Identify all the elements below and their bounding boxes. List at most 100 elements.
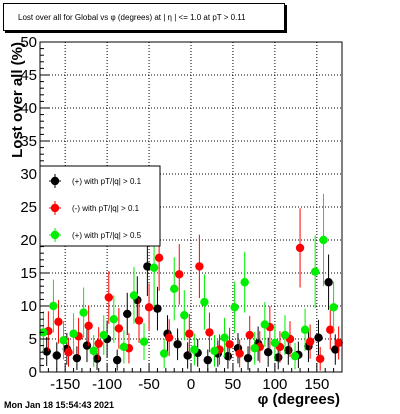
- y-tick-label: 20: [20, 232, 37, 249]
- chart-title: Lost over all for Global vs φ (degrees) …: [18, 13, 246, 22]
- x-tick-label: 100: [262, 376, 287, 393]
- data-point: [210, 346, 219, 356]
- y-axis-title: Lost over all (%): [9, 42, 26, 158]
- y-tick-label: 45: [20, 67, 37, 84]
- legend-label: (-) with pT/|q| > 0.1: [72, 204, 140, 213]
- legend-marker: [50, 176, 60, 186]
- x-tick-label: -50: [138, 376, 160, 393]
- x-tick-label: -100: [92, 376, 122, 393]
- data-point: [315, 354, 325, 363]
- x-axis-title: φ (degrees): [258, 391, 340, 408]
- data-point: [245, 330, 254, 340]
- y-tick-label: 30: [20, 166, 37, 183]
- legend-label: (+) with pT/|q| > 0.5: [72, 231, 142, 240]
- data-point: [54, 317, 63, 327]
- data-point: [82, 341, 92, 350]
- data-point: [243, 353, 253, 363]
- data-point: [326, 325, 335, 334]
- data-point: [64, 348, 73, 357]
- data-point: [109, 315, 119, 324]
- data-point: [153, 304, 162, 313]
- data-point: [314, 333, 323, 342]
- data-point: [134, 316, 144, 325]
- data-point: [180, 311, 189, 320]
- data-point: [149, 263, 159, 272]
- data-point: [154, 253, 164, 263]
- data-point: [99, 330, 108, 340]
- data-point: [203, 355, 212, 365]
- data-point: [334, 338, 343, 348]
- data-point: [89, 346, 98, 356]
- series-layer: [39, 193, 343, 371]
- data-point: [159, 349, 169, 358]
- data-point: [114, 324, 124, 333]
- data-point: [263, 348, 273, 357]
- legend-label: (+) with pT/|q| > 0.1: [72, 177, 142, 186]
- data-point: [173, 340, 182, 349]
- legend: (+) with pT/|q| > 0.1 (-) with pT/|q| > 0…: [39, 165, 161, 247]
- series-2: [44, 208, 343, 371]
- y-tick-label: 0: [29, 364, 37, 381]
- legend-box: [39, 165, 161, 247]
- timestamp: Mon Jan 18 15:54:43 2021: [4, 400, 115, 410]
- data-point: [170, 284, 179, 294]
- x-tick-label: 0: [187, 376, 195, 393]
- x-tick-label: -150: [50, 376, 80, 393]
- data-point: [235, 349, 244, 358]
- data-point: [240, 278, 249, 287]
- data-point: [139, 337, 149, 346]
- data-point: [305, 337, 315, 346]
- data-point: [329, 303, 338, 312]
- data-point: [195, 262, 204, 271]
- data-point: [200, 297, 209, 307]
- y-tick-label: 5: [29, 331, 37, 348]
- data-point: [205, 328, 214, 337]
- data-point: [319, 235, 328, 245]
- data-point: [129, 291, 139, 300]
- data-point: [144, 303, 154, 312]
- data-point: [52, 351, 61, 360]
- data-point: [94, 339, 103, 348]
- data-point: [123, 309, 132, 319]
- data-point: [104, 293, 113, 302]
- data-point: [119, 342, 129, 352]
- y-tick-label: 40: [20, 100, 37, 117]
- data-point: [260, 320, 270, 329]
- data-point: [112, 355, 122, 365]
- y-tick-label: 25: [20, 199, 37, 216]
- data-point: [190, 345, 199, 354]
- y-tick-label: 15: [20, 265, 37, 282]
- data-point: [295, 243, 305, 253]
- y-tick-label: 35: [20, 133, 37, 150]
- data-point: [79, 308, 88, 317]
- x-tick-label: 150: [304, 376, 329, 393]
- data-point: [220, 333, 229, 342]
- data-point: [84, 321, 93, 330]
- chart-title-box: Lost over all for Global vs φ (degrees) …: [3, 3, 285, 31]
- data-point: [183, 351, 192, 360]
- data-point: [69, 329, 78, 338]
- data-point: [175, 270, 184, 279]
- data-point: [250, 344, 259, 353]
- data-point: [72, 353, 82, 363]
- legend-marker: [50, 230, 60, 240]
- data-point: [164, 333, 174, 342]
- data-point: [225, 340, 234, 349]
- data-point: [185, 329, 194, 338]
- data-point: [49, 301, 58, 311]
- y-tick-label: 50: [20, 34, 37, 51]
- data-point: [331, 345, 340, 354]
- data-point: [230, 303, 239, 312]
- data-point: [300, 325, 310, 334]
- x-tick-label: 50: [225, 376, 242, 393]
- data-point: [310, 267, 320, 276]
- y-tick-label: 10: [20, 298, 37, 315]
- data-point: [280, 330, 290, 340]
- axes: 0 5 10 15 20 25 30 35 40 45 50 -150 -100 -50 0 50 100 150: [20, 34, 335, 393]
- data-point: [270, 338, 280, 348]
- data-point: [59, 336, 68, 345]
- legend-marker: [50, 203, 60, 213]
- data-point: [324, 278, 333, 287]
- data-point: [290, 351, 300, 361]
